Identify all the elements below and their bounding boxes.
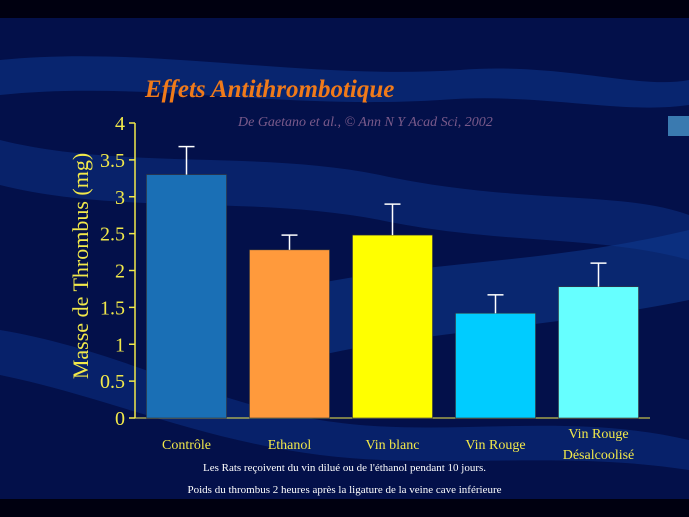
footnote-1: Les Rats reçoivent du vin dilué ou de l'… [202, 462, 487, 474]
bar [146, 174, 227, 419]
x-tick-label: Ethanol [268, 438, 312, 453]
y-tick-label: 0 [115, 408, 125, 430]
chart-bars [146, 145, 639, 419]
y-tick-label: 2 [115, 261, 125, 283]
bar [558, 286, 639, 419]
bar [249, 249, 330, 419]
chart-labels: Contrôle Ethanol Vin blanc Vin Rouge Désalco… [162, 427, 634, 463]
y-tick-label: 0.5 [100, 371, 125, 393]
slide-marker [668, 116, 689, 136]
chart-title: Effets Antithrombotique [145, 76, 395, 103]
x-tick-label: Vin blanc [366, 438, 420, 453]
chart-subtitle: De Gaetano et al., © Ann N Y Acad Sci, 2… [238, 115, 493, 130]
bar [455, 312, 536, 419]
y-tick-label: 2.5 [100, 224, 125, 246]
x-tick-label-line2: Désalcoolisé [563, 448, 635, 463]
x-tick-label: Vin Rouge [465, 438, 525, 453]
x-tick-label-line1: Vin Rouge [568, 427, 628, 442]
x-tick-label: Contrôle [162, 438, 211, 453]
y-tick-label: 4 [115, 113, 125, 135]
y-tick-label: 1 [115, 334, 125, 356]
y-tick-label: 1.5 [100, 297, 125, 319]
bar [352, 234, 433, 419]
y-tick-label: 3.5 [100, 150, 125, 172]
y-axis-label: Masse de Thrombus (mg) [68, 153, 93, 379]
y-tick-label: 3 [115, 187, 125, 209]
footnote-2: Poids du thrombus 2 heures après la liga… [187, 484, 502, 496]
